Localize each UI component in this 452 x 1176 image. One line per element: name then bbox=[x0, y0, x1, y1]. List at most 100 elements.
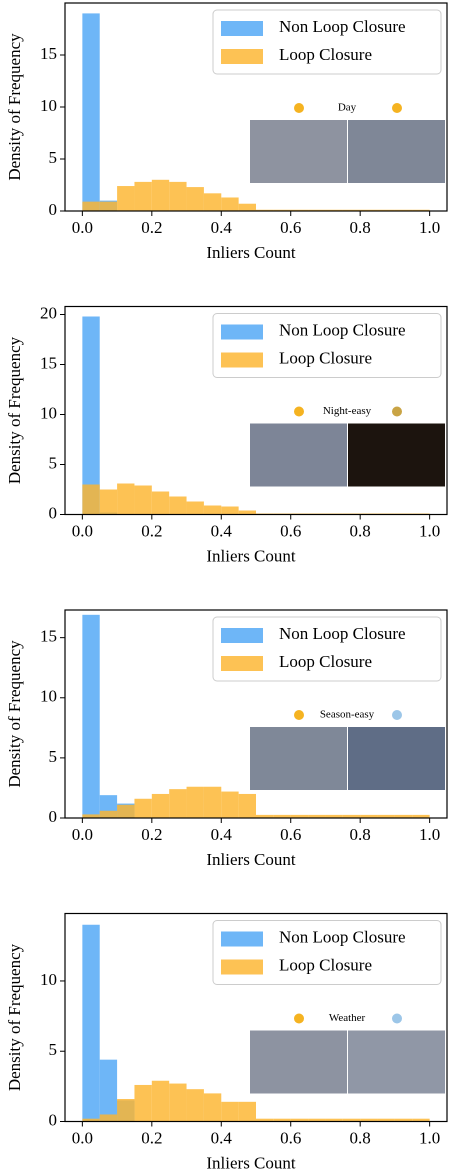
legend-label: Non Loop Closure bbox=[279, 320, 406, 339]
histogram-bar bbox=[342, 209, 361, 211]
legend-box bbox=[212, 313, 442, 378]
x-tick-label: 0.6 bbox=[280, 218, 301, 237]
histogram-bar bbox=[290, 209, 309, 211]
histogram-bar bbox=[377, 814, 395, 818]
y-axis-label: Density of Frequency bbox=[5, 640, 24, 788]
histogram-bar bbox=[99, 1114, 118, 1122]
legend-swatch bbox=[221, 931, 263, 947]
photo bbox=[348, 727, 445, 790]
x-axis-label: Inliers Count bbox=[206, 1153, 296, 1172]
histogram-bar bbox=[256, 814, 274, 818]
histogram-bar bbox=[342, 1118, 361, 1122]
y-tick-label: 0 bbox=[49, 503, 58, 522]
legend-swatch bbox=[221, 21, 263, 36]
y-tick-label: 20 bbox=[40, 303, 57, 322]
axes-frame bbox=[64, 912, 448, 1123]
histogram-bar bbox=[82, 201, 100, 211]
histogram-bar bbox=[377, 1118, 395, 1122]
histogram-bar bbox=[273, 1118, 291, 1122]
y-tick-label: 0 bbox=[49, 807, 58, 826]
y-axis-label: Density of Frequency bbox=[5, 943, 24, 1091]
histogram-bar bbox=[273, 209, 291, 211]
y-tick-label: 5 bbox=[49, 453, 58, 472]
photo bbox=[348, 1030, 445, 1094]
histogram-bar bbox=[256, 209, 274, 211]
histogram-bar bbox=[169, 181, 187, 211]
histogram-bar bbox=[151, 1080, 170, 1122]
histogram-bar bbox=[377, 209, 395, 211]
condition-icon bbox=[392, 103, 402, 113]
photo bbox=[250, 423, 347, 487]
condition-icon bbox=[392, 406, 402, 417]
axes-frame bbox=[64, 305, 448, 516]
panel: Day 0.0 0.2 0.4 0.6 0.8 1.0 0 5 10 15 Inliers Count… bbox=[5, 2, 448, 262]
histogram-bar bbox=[169, 496, 187, 515]
legend-swatch bbox=[221, 352, 263, 368]
y-tick-label: 10 bbox=[40, 96, 57, 115]
histogram-bar bbox=[221, 791, 239, 818]
histogram-bar bbox=[134, 798, 152, 818]
histogram-bar bbox=[203, 1093, 222, 1122]
histogram-bar bbox=[412, 209, 430, 211]
x-axis-label: Inliers Count bbox=[206, 546, 296, 565]
y-axis-label: Density of Frequency bbox=[5, 336, 24, 484]
histogram-bar bbox=[325, 814, 343, 818]
photo bbox=[348, 120, 445, 183]
histogram-bar bbox=[82, 614, 100, 818]
y-tick-label: 10 bbox=[40, 970, 57, 989]
histogram-bar bbox=[238, 510, 256, 515]
histogram-bar bbox=[99, 810, 118, 818]
histogram-bar bbox=[290, 814, 309, 818]
y-tick-label: 10 bbox=[40, 403, 57, 422]
x-tick-label: 1.0 bbox=[419, 1128, 440, 1147]
histogram-bar bbox=[117, 804, 135, 818]
x-tick-label: 0.8 bbox=[350, 521, 371, 540]
histogram-bar bbox=[238, 793, 256, 818]
histogram-bar bbox=[290, 1118, 309, 1122]
histogram-bar bbox=[325, 209, 343, 211]
legend-swatch bbox=[221, 628, 263, 643]
histogram-bar bbox=[308, 209, 326, 211]
histogram-bar bbox=[134, 1084, 152, 1122]
sun-icon bbox=[294, 103, 304, 113]
histogram-bar bbox=[203, 193, 222, 211]
histogram-bar bbox=[169, 789, 187, 818]
legend-swatch bbox=[221, 656, 263, 671]
x-tick-label: 0.0 bbox=[72, 1128, 93, 1147]
x-tick-label: 0.6 bbox=[280, 521, 301, 540]
legend-label: Loop Closure bbox=[279, 348, 372, 367]
y-tick-label: 5 bbox=[49, 148, 58, 167]
histogram-bar bbox=[186, 501, 204, 515]
legend-swatch bbox=[221, 49, 263, 64]
histogram-bar bbox=[82, 484, 100, 515]
y-axis-label: Density of Frequency bbox=[5, 33, 24, 181]
legend-label: Non Loop Closure bbox=[279, 17, 406, 36]
histogram-bar bbox=[82, 814, 100, 818]
x-tick-label: 1.0 bbox=[419, 825, 440, 844]
histogram-bar bbox=[82, 316, 100, 515]
histogram-bar bbox=[360, 209, 378, 211]
condition-icon bbox=[392, 710, 402, 720]
histogram-bar bbox=[186, 1089, 204, 1122]
histogram-bar bbox=[99, 1059, 118, 1122]
histogram-bar bbox=[117, 1099, 135, 1122]
x-tick-label: 0.2 bbox=[141, 1128, 162, 1147]
photo bbox=[348, 423, 445, 487]
histogram-bar bbox=[308, 814, 326, 818]
histogram-bar bbox=[342, 814, 361, 818]
legend-label: Loop Closure bbox=[279, 45, 372, 64]
y-tick-label: 0 bbox=[49, 1110, 58, 1129]
histogram-bar bbox=[308, 1118, 326, 1122]
histogram-bar bbox=[82, 924, 100, 1122]
annotation: Night-easy bbox=[323, 405, 372, 417]
sun-icon bbox=[294, 710, 304, 720]
x-tick-label: 0.0 bbox=[72, 521, 93, 540]
panel: Weather 0.0 0.2 0.4 0.6 0.8 1.0 0 5 10 Inliers Cou… bbox=[5, 912, 448, 1172]
histogram-bar bbox=[221, 197, 239, 211]
histogram-bar bbox=[394, 209, 413, 211]
legend-swatch bbox=[221, 959, 263, 975]
x-tick-label: 0.2 bbox=[141, 825, 162, 844]
histogram-bar bbox=[82, 13, 100, 212]
legend-label: Non Loop Closure bbox=[279, 624, 406, 643]
